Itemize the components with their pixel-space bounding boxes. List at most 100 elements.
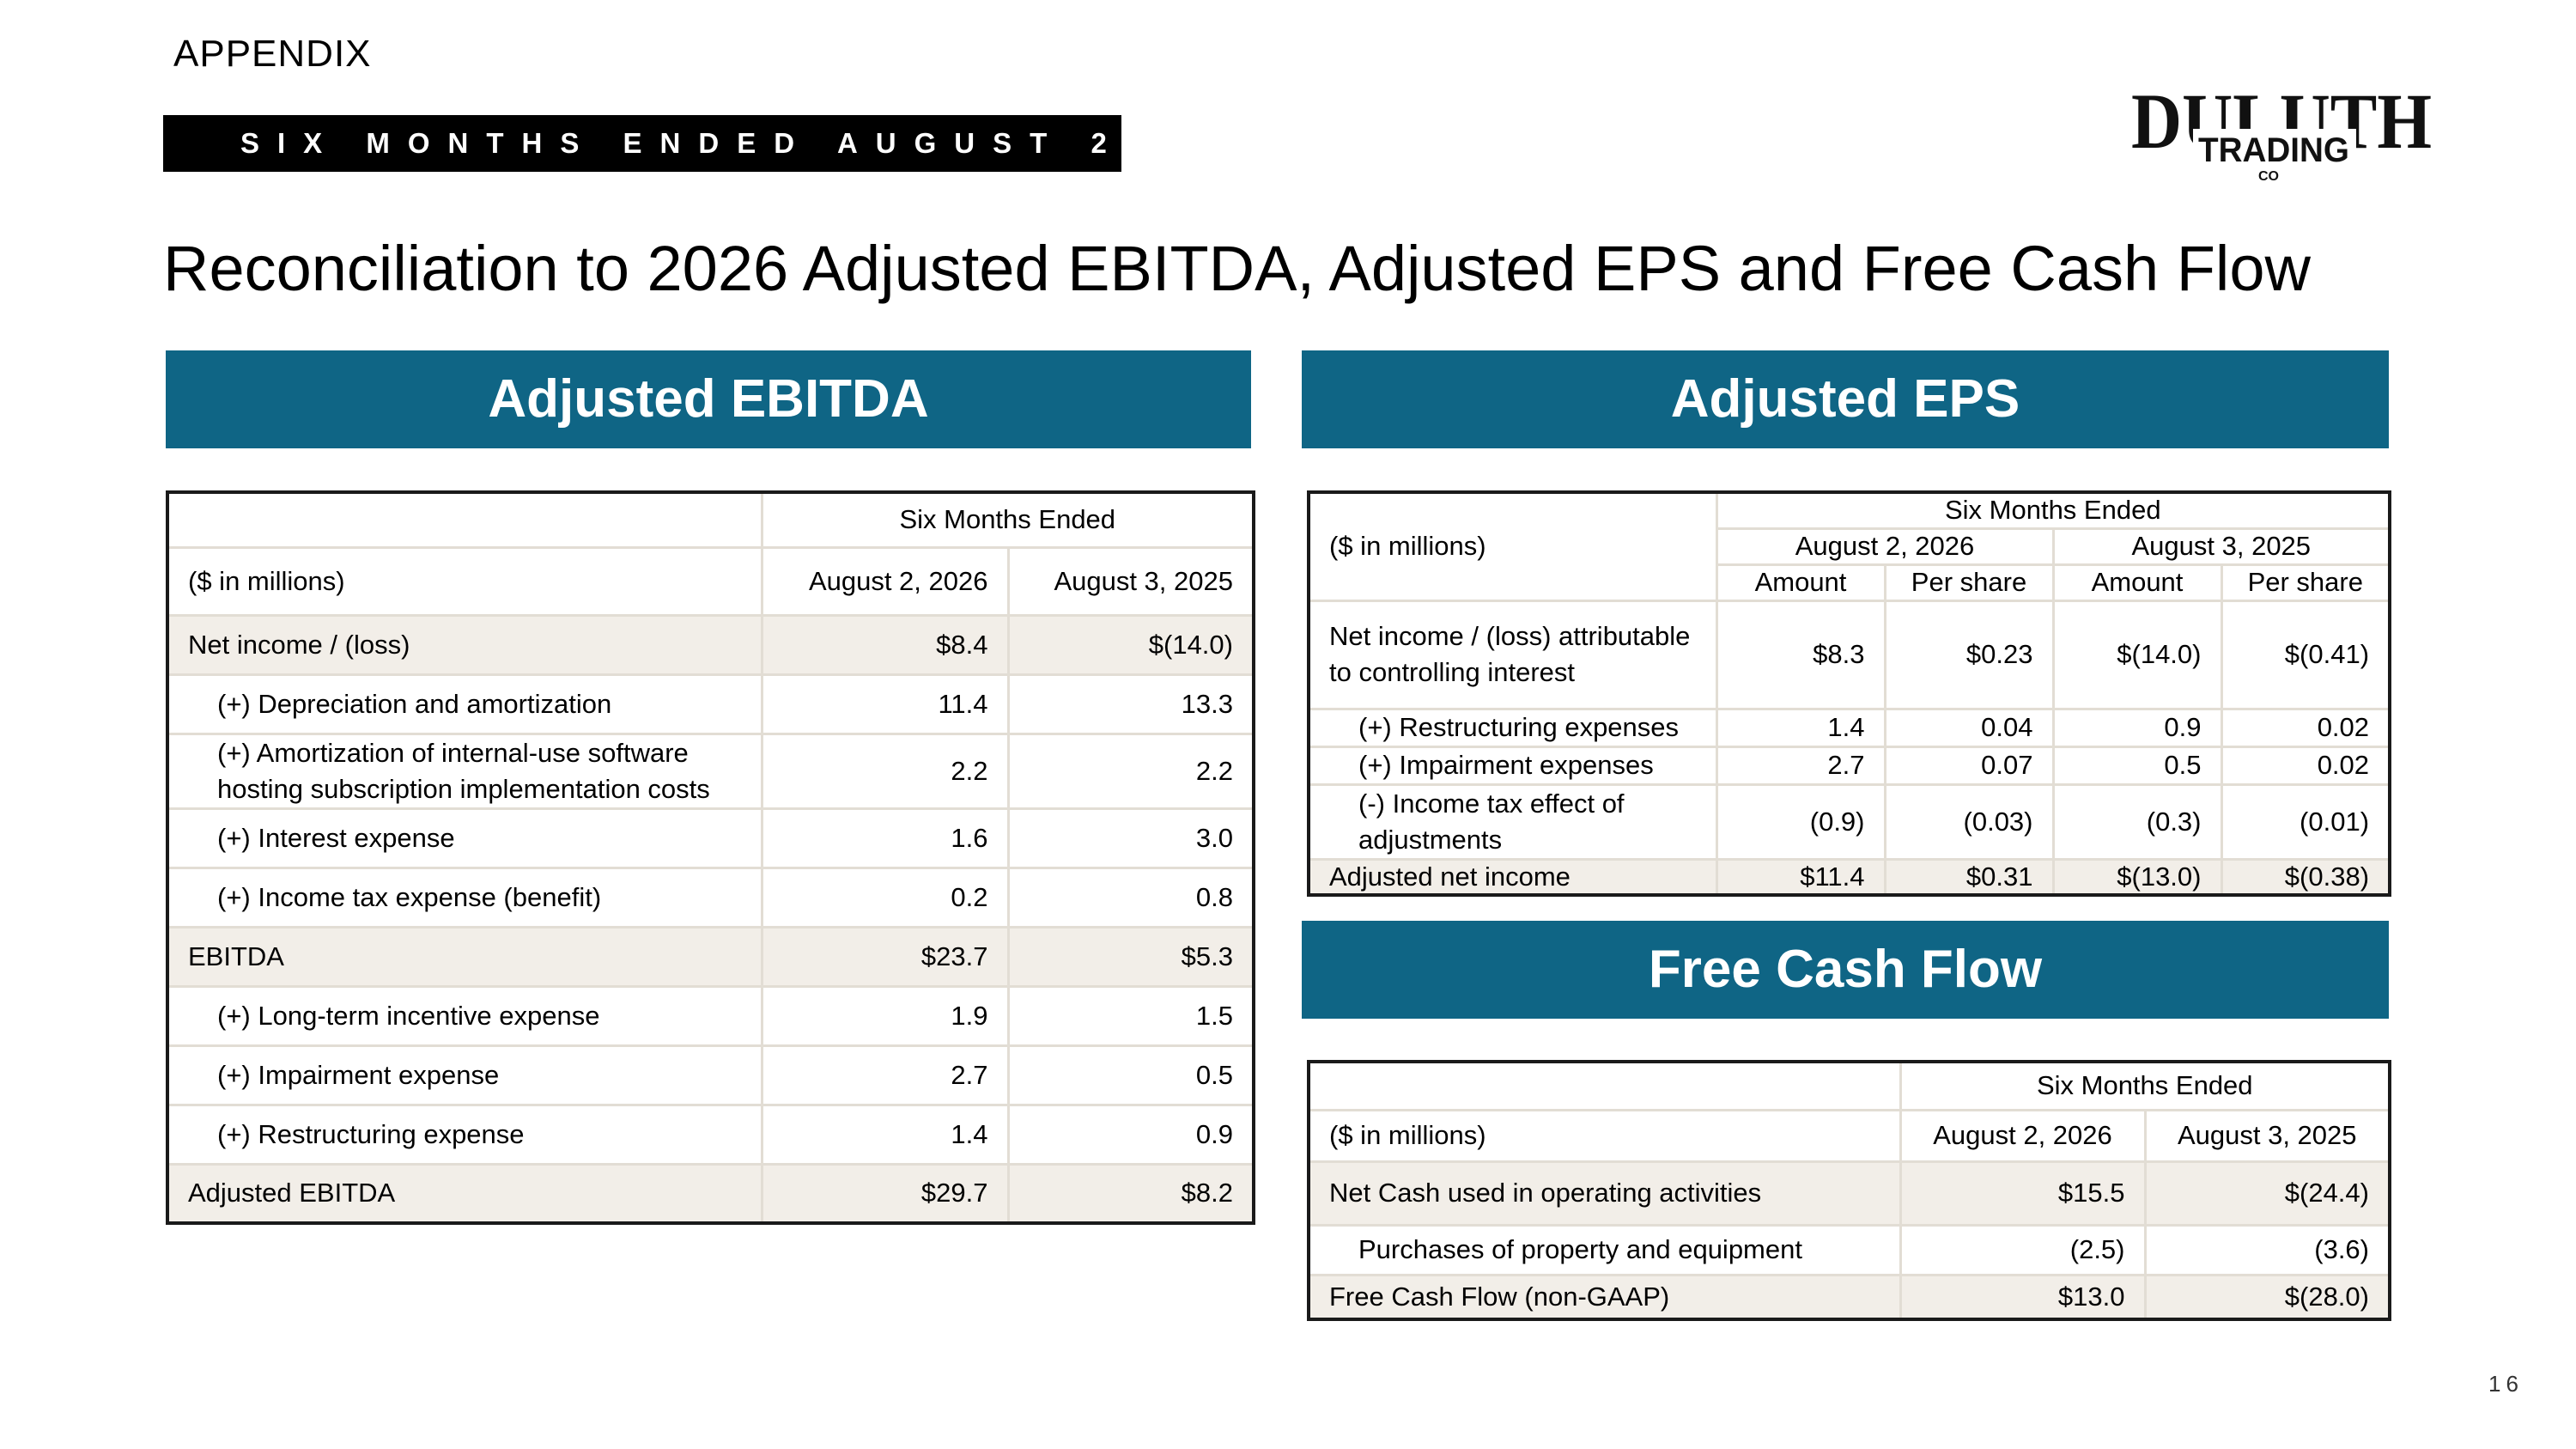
row-amount-2026: 1.4 <box>1715 707 1886 748</box>
row-per-share-2026: (0.03) <box>1883 782 2055 861</box>
row-amount-2026: $11.4 <box>1715 857 1886 897</box>
row-per-share-2025: 0.02 <box>2220 745 2391 786</box>
appendix-label: APPENDIX <box>173 33 372 75</box>
row-label: (+) Income tax expense (benefit) <box>166 866 763 928</box>
row-value-2025: 1.5 <box>1006 984 1255 1047</box>
row-value-2026: $23.7 <box>760 925 1010 988</box>
ebitda-col2-header: August 3, 2025 <box>1006 545 1255 617</box>
row-amount-2025: $(14.0) <box>2051 599 2223 710</box>
row-label: Net income / (loss) <box>166 613 763 676</box>
duluth-trading-logo: DULUTH TRADING CO <box>2131 79 2432 184</box>
row-amount-2026: (0.9) <box>1715 782 1886 861</box>
eps-per-share-header: Per share <box>1883 563 2055 602</box>
row-per-share-2025: (0.01) <box>2220 782 2391 861</box>
ebitda-heading: Adjusted EBITDA <box>166 350 1251 448</box>
fcf-super-header: Six Months Ended <box>1899 1060 2391 1111</box>
row-label: Net income / (loss) attributable to cont… <box>1307 599 1718 710</box>
fcf-unit-label: ($ in millions) <box>1307 1108 1902 1163</box>
row-label: Adjusted net income <box>1307 857 1718 897</box>
ebitda-col1-header: August 2, 2026 <box>760 545 1010 617</box>
row-amount-2025: 0.5 <box>2051 745 2223 786</box>
eps-unit-label: ($ in millions) <box>1307 490 1718 602</box>
table-row: (+) Impairment expense 2.7 0.5 <box>166 1044 1255 1106</box>
eps-heading: Adjusted EPS <box>1302 350 2389 448</box>
row-label: (+) Impairment expense <box>166 1044 763 1106</box>
table-row: (+) Amortization of internal-use softwar… <box>166 732 1255 810</box>
table-row: (+) Income tax expense (benefit) 0.2 0.8 <box>166 866 1255 928</box>
table-row: (-) Income tax effect of adjustments (0.… <box>1307 782 2391 861</box>
page-title: Reconciliation to 2026 Adjusted EBITDA, … <box>163 233 2311 304</box>
row-value-2025: $5.3 <box>1006 925 1255 988</box>
table-row: Net income / (loss) attributable to cont… <box>1307 599 2391 710</box>
row-value-2026: 2.7 <box>760 1044 1010 1106</box>
row-label: (+) Restructuring expenses <box>1307 707 1718 748</box>
row-value-2026: $13.0 <box>1899 1273 2147 1321</box>
row-amount-2026: $8.3 <box>1715 599 1886 710</box>
eps-amount-header: Amount <box>2051 563 2223 602</box>
period-banner: SIX MONTHS ENDED AUGUST 2, 2026 <box>163 115 1294 172</box>
eps-period-2026-header: August 2, 2026 <box>1715 527 2055 566</box>
ebitda-corner-cell <box>166 490 763 549</box>
row-value-2026: 2.2 <box>760 732 1010 810</box>
row-per-share-2026: 0.07 <box>1883 745 2055 786</box>
fcf-heading: Free Cash Flow <box>1302 921 2389 1019</box>
row-value-2026: (2.5) <box>1899 1223 2147 1276</box>
row-value-2026: $15.5 <box>1899 1160 2147 1227</box>
row-label: Adjusted EBITDA <box>166 1162 763 1225</box>
row-label: (+) Amortization of internal-use softwar… <box>166 732 763 810</box>
eps-amount-header: Amount <box>1715 563 1886 602</box>
row-value-2025: (3.6) <box>2143 1223 2391 1276</box>
row-value-2026: 1.9 <box>760 984 1010 1047</box>
eps-super-header: Six Months Ended <box>1715 490 2391 530</box>
row-value-2025: $(28.0) <box>2143 1273 2391 1321</box>
row-label: Free Cash Flow (non-GAAP) <box>1307 1273 1902 1321</box>
row-per-share-2025: 0.02 <box>2220 707 2391 748</box>
table-row: Net income / (loss) $8.4 $(14.0) <box>166 613 1255 676</box>
row-per-share-2026: $0.31 <box>1883 857 2055 897</box>
row-per-share-2025: $(0.41) <box>2220 599 2391 710</box>
ebitda-unit-label: ($ in millions) <box>166 545 763 617</box>
row-value-2026: $29.7 <box>760 1162 1010 1225</box>
fcf-col1-header: August 2, 2026 <box>1899 1108 2147 1163</box>
eps-table: ($ in millions) Six Months Ended August … <box>1307 490 2392 897</box>
row-value-2026: $8.4 <box>760 613 1010 676</box>
table-row: (+) Impairment expenses 2.7 0.07 0.5 0.0… <box>1307 745 2391 786</box>
svg-text:CO: CO <box>2258 169 2279 184</box>
row-value-2025: 13.3 <box>1006 673 1255 735</box>
row-label: (+) Impairment expenses <box>1307 745 1718 786</box>
table-row: (+) Long-term incentive expense 1.9 1.5 <box>166 984 1255 1047</box>
row-amount-2025: 0.9 <box>2051 707 2223 748</box>
table-row: Adjusted net income $11.4 $0.31 $(13.0) … <box>1307 857 2391 897</box>
table-row: (+) Depreciation and amortization 11.4 1… <box>166 673 1255 735</box>
row-value-2025: $(24.4) <box>2143 1160 2391 1227</box>
row-value-2026: 11.4 <box>760 673 1010 735</box>
row-amount-2025: $(13.0) <box>2051 857 2223 897</box>
row-amount-2025: (0.3) <box>2051 782 2223 861</box>
row-amount-2026: 2.7 <box>1715 745 1886 786</box>
row-value-2025: 0.5 <box>1006 1044 1255 1106</box>
row-label: (+) Long-term incentive expense <box>166 984 763 1047</box>
fcf-col2-header: August 3, 2025 <box>2143 1108 2391 1163</box>
row-value-2025: $(14.0) <box>1006 613 1255 676</box>
eps-period-2025-header: August 3, 2025 <box>2051 527 2391 566</box>
row-label: (+) Depreciation and amortization <box>166 673 763 735</box>
row-label: (+) Restructuring expense <box>166 1103 763 1166</box>
row-label: Purchases of property and equipment <box>1307 1223 1902 1276</box>
row-value-2025: $8.2 <box>1006 1162 1255 1225</box>
row-per-share-2026: $0.23 <box>1883 599 2055 710</box>
row-value-2026: 1.6 <box>760 807 1010 869</box>
row-label: EBITDA <box>166 925 763 988</box>
row-per-share-2025: $(0.38) <box>2220 857 2391 897</box>
row-value-2026: 1.4 <box>760 1103 1010 1166</box>
table-row: Purchases of property and equipment (2.5… <box>1307 1223 2391 1276</box>
row-label: Net Cash used in operating activities <box>1307 1160 1902 1227</box>
fcf-corner-cell <box>1307 1060 1902 1111</box>
table-row: Adjusted EBITDA $29.7 $8.2 <box>166 1162 1255 1225</box>
eps-per-share-header: Per share <box>2220 563 2391 602</box>
row-value-2025: 3.0 <box>1006 807 1255 869</box>
ebitda-super-header: Six Months Ended <box>760 490 1255 549</box>
row-label: (-) Income tax effect of adjustments <box>1307 782 1718 861</box>
row-value-2025: 0.9 <box>1006 1103 1255 1166</box>
table-row: Free Cash Flow (non-GAAP) $13.0 $(28.0) <box>1307 1273 2391 1321</box>
row-per-share-2026: 0.04 <box>1883 707 2055 748</box>
